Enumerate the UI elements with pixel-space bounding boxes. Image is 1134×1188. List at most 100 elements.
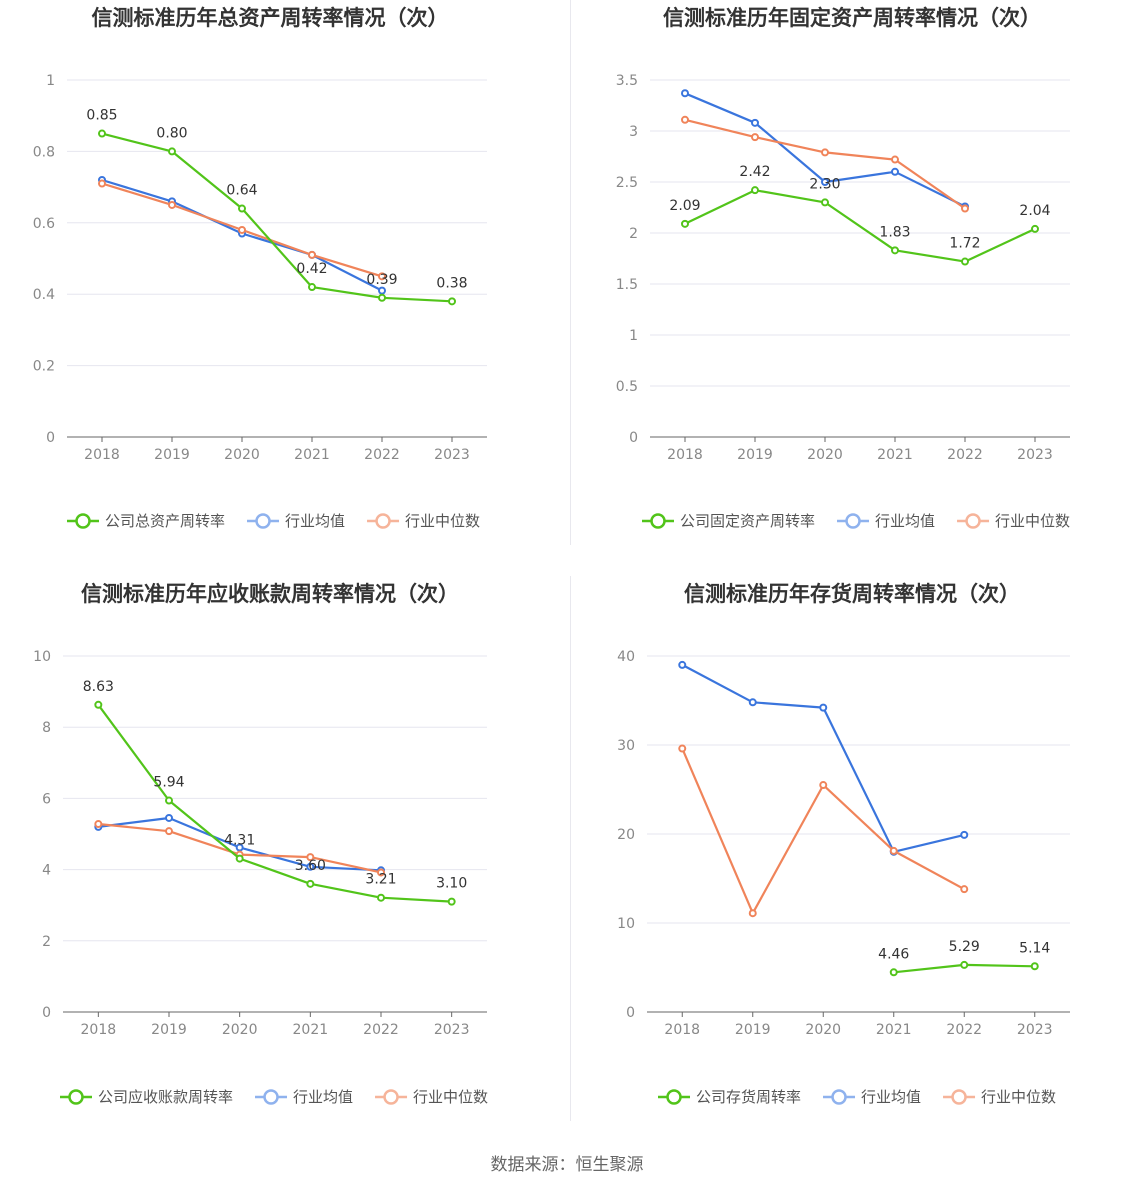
x-tick-label: 2022	[363, 1022, 399, 1038]
legend-marker	[255, 513, 271, 529]
x-tick-label: 2019	[154, 447, 190, 463]
data-point-median	[960, 885, 969, 894]
legend-marker	[666, 1089, 682, 1105]
legend-label: 行业均值	[285, 512, 345, 530]
legend-label: 行业均值	[293, 1088, 353, 1106]
data-point-company	[94, 700, 103, 709]
data-point-company	[1030, 962, 1039, 971]
chart-svg-2: 信测标准历年应收账款周转率情况（次） 0 2 4 6 8 10 2018 2019 2020 202…	[33, 582, 488, 1106]
series-line-median	[684, 118, 966, 210]
series-line-company	[684, 189, 1036, 263]
legend-item-avg: 行业均值	[255, 1088, 353, 1106]
data-point-company	[961, 257, 969, 266]
data-point-avg	[378, 286, 386, 295]
legend-item-company: 公司总资产周转率	[67, 512, 225, 530]
x-tick-label: 2018	[84, 447, 120, 463]
data-label: 0.80	[156, 125, 187, 141]
data-point-avg	[678, 660, 687, 669]
series-line-avg	[681, 663, 965, 853]
legend-label: 公司固定资产周转率	[680, 512, 815, 530]
legend-marker	[75, 513, 91, 529]
legend-marker	[965, 513, 981, 529]
x-tick-label: 2020	[805, 1022, 841, 1038]
data-point-company	[235, 854, 244, 863]
legend-label: 行业中位数	[995, 512, 1070, 530]
y-tick-label: 10	[617, 916, 635, 932]
legend-marker	[650, 513, 666, 529]
x-tick-label: 2020	[224, 447, 260, 463]
x-tick-label: 2019	[737, 447, 773, 463]
y-tick-label: 1	[629, 328, 638, 344]
legend-label: 行业均值	[875, 512, 935, 530]
data-point-avg	[891, 167, 899, 176]
legend-item-company: 公司存货周转率	[658, 1088, 801, 1106]
data-point-median	[168, 200, 176, 209]
data-label: 3.21	[365, 872, 396, 888]
data-point-company	[821, 198, 829, 207]
y-tick-label: 3	[629, 124, 638, 140]
data-point-company	[306, 879, 315, 888]
data-point-median	[308, 250, 316, 259]
x-tick-label: 2019	[151, 1022, 187, 1038]
data-label: 4.31	[224, 833, 255, 849]
data-point-median	[165, 827, 173, 836]
x-tick-label: 2021	[293, 1022, 329, 1038]
series-line-company	[101, 132, 453, 303]
legend-item-median: 行业中位数	[367, 512, 480, 530]
data-point-company	[238, 204, 246, 213]
data-point-avg	[235, 843, 244, 852]
legend-item-avg: 行业均值	[247, 512, 345, 530]
legend-item-company: 公司应收账款周转率	[60, 1088, 233, 1106]
x-tick-label: 2020	[807, 447, 843, 463]
legend-item-avg: 行业均值	[823, 1088, 921, 1106]
data-point-median	[377, 868, 385, 877]
chart-svg-0: 信测标准历年总资产周转率情况（次） 0 0.2 0.4 0.6 0.8 1 2018 2019 2…	[33, 6, 487, 530]
data-point-company	[889, 968, 898, 977]
y-tick-label: 1	[46, 73, 55, 89]
y-tick-label: 20	[617, 827, 635, 843]
chart-title: 信测标准历年固定资产周转率情况（次）	[663, 6, 1041, 30]
data-point-avg	[821, 178, 829, 186]
chart-receivables-turnover: 信测标准历年应收账款周转率情况（次） 0 2 4 6 8 10 2018 2019 2020 202…	[0, 576, 567, 1152]
data-label: 4.46	[878, 946, 909, 962]
y-tick-label: 0	[42, 1005, 51, 1021]
data-label: 0.42	[296, 261, 327, 277]
x-tick-label: 2020	[222, 1022, 258, 1038]
data-label: 3.60	[295, 858, 326, 874]
data-label: 0.85	[86, 108, 117, 124]
chart-fixed-asset-turnover: 信测标准历年固定资产周转率情况（次） 0 0.5 1 1.5 2 2.5 3 3.5 2018 20…	[567, 0, 1134, 576]
series-line-company	[97, 704, 452, 903]
y-tick-label: 0	[629, 430, 638, 446]
chart-svg-3: 信测标准历年存货周转率情况（次） 0 10 20 30 40 2018 2019 2020 202…	[617, 582, 1070, 1106]
data-label: 2.09	[669, 198, 700, 214]
data-label: 2.30	[809, 176, 840, 192]
data-label: 2.04	[1019, 203, 1050, 219]
divider-top	[570, 0, 571, 545]
data-point-company	[681, 219, 689, 228]
y-tick-label: 2.5	[616, 175, 638, 191]
data-label: 8.63	[83, 679, 114, 695]
y-tick-label: 0.5	[616, 379, 638, 395]
data-label: 5.29	[949, 939, 980, 955]
data-point-company	[448, 297, 456, 306]
x-tick-label: 2023	[1017, 1022, 1053, 1038]
data-point-median	[238, 225, 246, 234]
legend-label: 公司应收账款周转率	[98, 1088, 233, 1106]
data-point-company	[891, 246, 899, 255]
x-tick-label: 2023	[434, 1022, 470, 1038]
legend-marker	[375, 513, 391, 529]
y-tick-label: 1.5	[616, 277, 638, 293]
y-tick-label: 40	[617, 649, 635, 665]
legend-label: 公司总资产周转率	[105, 512, 225, 530]
data-label: 1.72	[949, 236, 980, 252]
y-tick-label: 30	[617, 738, 635, 754]
data-label: 5.94	[153, 775, 184, 791]
data-point-avg	[819, 703, 828, 712]
legend-label: 行业中位数	[405, 512, 480, 530]
legend-marker	[951, 1089, 967, 1105]
data-point-company	[308, 283, 316, 292]
y-tick-label: 0.8	[33, 144, 55, 160]
data-point-company	[1031, 224, 1039, 233]
legend-marker	[263, 1089, 279, 1105]
data-point-median	[98, 179, 106, 188]
